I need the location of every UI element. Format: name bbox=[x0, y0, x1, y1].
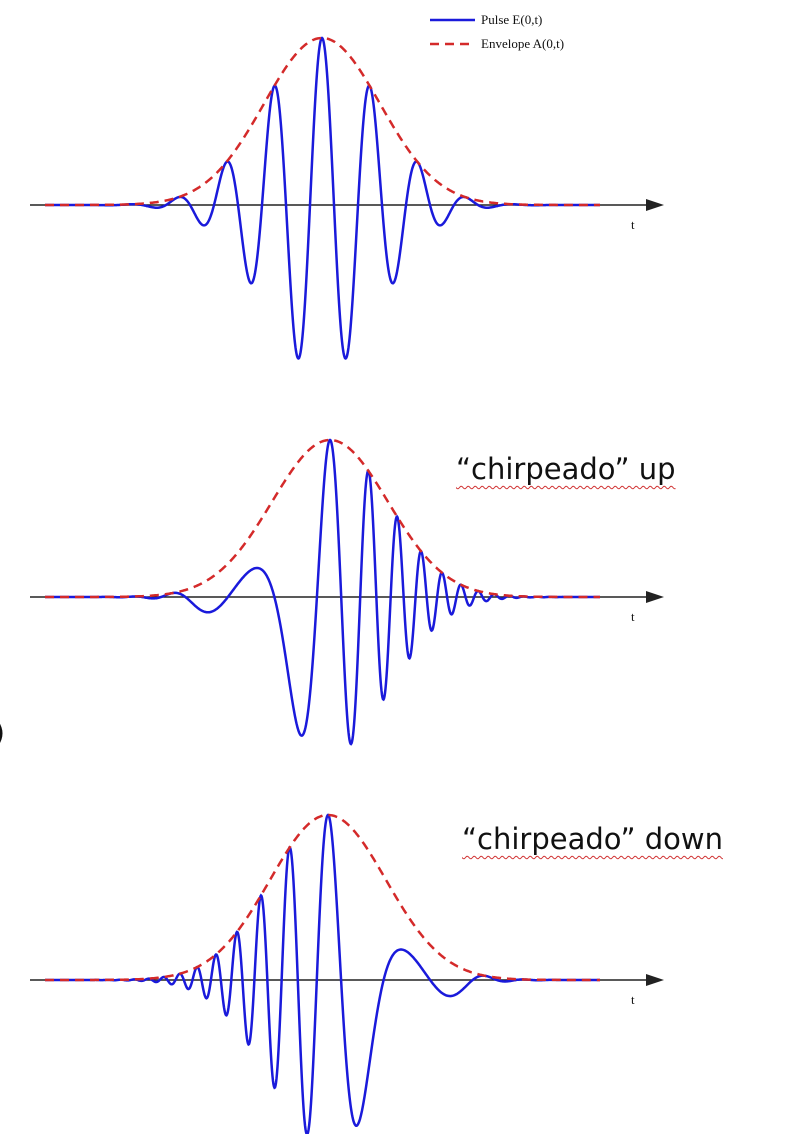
caption-down: “chirpeado” down bbox=[462, 822, 723, 856]
envelope-curve bbox=[45, 438, 600, 599]
pulse-curve bbox=[45, 813, 600, 1134]
caption-up: “chirpeado” up bbox=[456, 452, 676, 486]
legend-pulse-label: Pulse E(0,t) bbox=[481, 12, 542, 27]
envelope-curve bbox=[45, 36, 600, 207]
axis-label: t bbox=[631, 609, 635, 624]
envelope-curve bbox=[45, 813, 600, 982]
caption-up-text: “chirpeado” up bbox=[456, 452, 676, 486]
edge-text: ) bbox=[0, 716, 5, 749]
pulse-curve bbox=[45, 36, 600, 360]
caption-down-text: “chirpeado” down bbox=[462, 822, 723, 856]
axis-arrow bbox=[646, 591, 664, 603]
axis-label: t bbox=[631, 217, 635, 232]
axis-label: t bbox=[631, 992, 635, 1007]
legend-envelope-label: Envelope A(0,t) bbox=[481, 36, 564, 51]
axis-arrow bbox=[646, 974, 664, 986]
axis-arrow bbox=[646, 199, 664, 211]
